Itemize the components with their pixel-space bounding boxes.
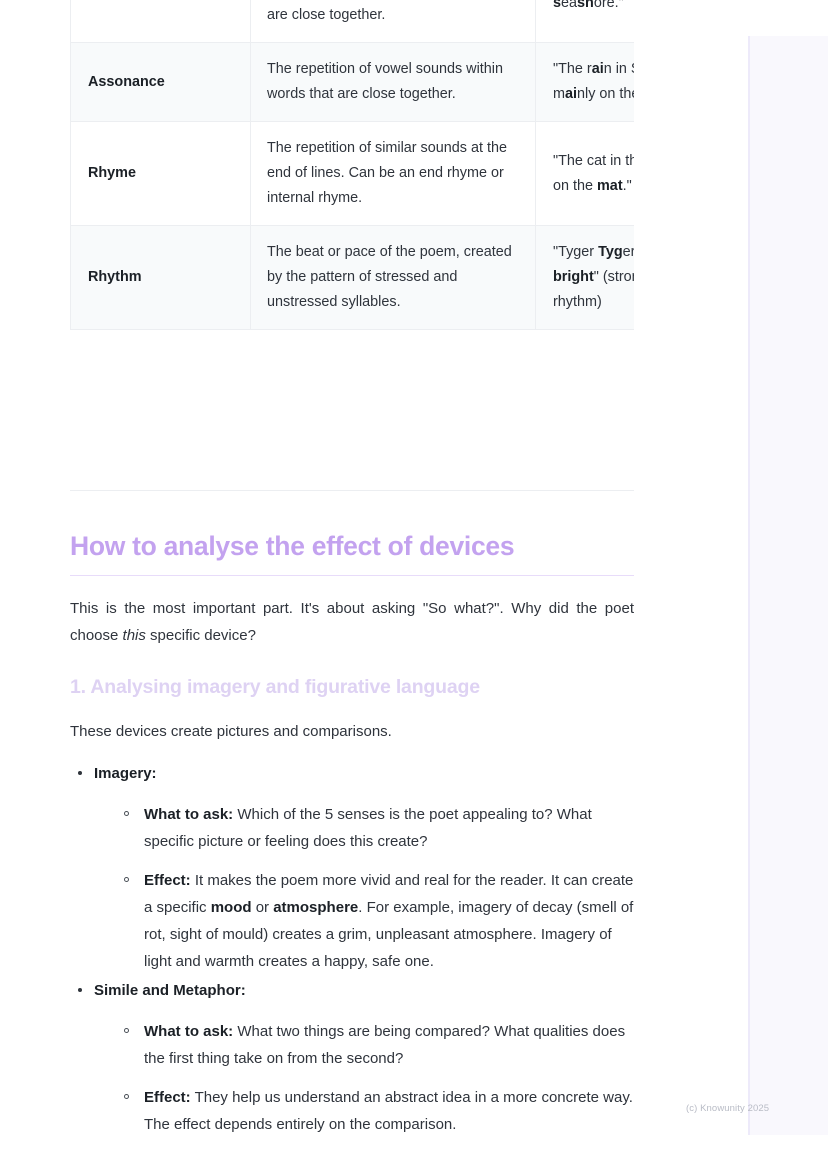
sub-item-text: What two things are being compared? What…	[144, 1023, 626, 1067]
sub-list: What to ask: Which of the 5 senses is th…	[94, 801, 634, 975]
list-item: What to ask: What two things are being c…	[116, 1018, 634, 1072]
cell-example: "The rain in Spain falls mainly on the p…	[535, 42, 634, 122]
emphasis-this: this	[122, 627, 146, 644]
list-item: Effect: They help us understand an abstr…	[116, 1084, 634, 1138]
sub-item-text: Which of the 5 senses is the poet appeal…	[144, 806, 592, 850]
table-row: Rhythm The beat or pace of the poem, cre…	[70, 225, 634, 330]
list-item-label: Simile and Metaphor:	[94, 982, 246, 999]
table-row: The repetition of the same consonant sou…	[70, 0, 634, 43]
cell-term: Assonance	[70, 42, 251, 122]
cell-definition: The repetition of the same consonant sou…	[250, 0, 536, 43]
cell-definition: The repetition of vowel sounds within wo…	[250, 42, 536, 122]
page-side-band	[748, 36, 828, 1135]
cell-term: Rhyme	[70, 121, 251, 226]
cell-term: Rhythm	[70, 225, 251, 330]
section-divider	[70, 490, 634, 491]
table-row: Assonance The repetition of vowel sounds…	[70, 42, 634, 122]
poetic-devices-table-container: The repetition of the same consonant sou…	[70, 0, 634, 470]
sub-item-label: What to ask:	[144, 1023, 234, 1040]
section-intro-paragraph: This is the most important part. It's ab…	[70, 600, 634, 644]
list-item: Simile and Metaphor: What to ask: What t…	[70, 977, 634, 1138]
cell-term	[70, 0, 251, 43]
subsection-heading: 1. Analysing imagery and figurative lang…	[70, 676, 480, 698]
sub-item-text: It makes the poem more vivid and real fo…	[144, 872, 634, 970]
bullet-circle-icon	[124, 811, 129, 816]
table-row: Rhyme The repetition of similar sounds a…	[70, 121, 634, 226]
bullet-circle-icon	[124, 1094, 129, 1099]
sub-item-label: Effect:	[144, 872, 191, 889]
bullet-group-imagery: Imagery: What to ask: Which of the 5 sen…	[70, 760, 634, 987]
table-body: The repetition of the same consonant sou…	[70, 0, 634, 330]
list-item-label: Imagery:	[94, 765, 157, 782]
sub-item-label: Effect:	[144, 1089, 191, 1106]
poetic-devices-table: The repetition of the same consonant sou…	[70, 0, 634, 330]
bullet-circle-icon	[124, 877, 129, 882]
sub-item-label: What to ask:	[144, 806, 234, 823]
cell-definition: The repetition of similar sounds at the …	[250, 121, 536, 226]
cell-example: "The cat in the hat / Sat on the mat."	[535, 121, 634, 226]
list-item: Imagery: What to ask: Which of the 5 sen…	[70, 760, 634, 975]
bullet-group-simile-metaphor: Simile and Metaphor: What to ask: What t…	[70, 977, 634, 1150]
sub-list: What to ask: What two things are being c…	[94, 1018, 634, 1138]
bullet-disc-icon	[78, 988, 82, 992]
cell-definition: The beat or pace of the poem, created by…	[250, 225, 536, 330]
subsection-intro-paragraph: These devices create pictures and compar…	[70, 723, 392, 740]
sub-item-text: They help us understand an abstract idea…	[144, 1089, 633, 1133]
cell-example: seashells by the seashore."	[535, 0, 634, 43]
list-item: What to ask: Which of the 5 senses is th…	[116, 801, 634, 855]
copyright-watermark: (c) Knowunity 2025	[686, 1103, 770, 1114]
section-heading-underline	[70, 575, 634, 576]
section-heading: How to analyse the effect of devices	[70, 531, 515, 561]
list-item: Effect: It makes the poem more vivid and…	[116, 867, 634, 975]
bullet-disc-icon	[78, 771, 82, 775]
cell-example: "Tyger Tyger, burning bright" (strong, h…	[535, 225, 634, 330]
bullet-circle-icon	[124, 1028, 129, 1033]
